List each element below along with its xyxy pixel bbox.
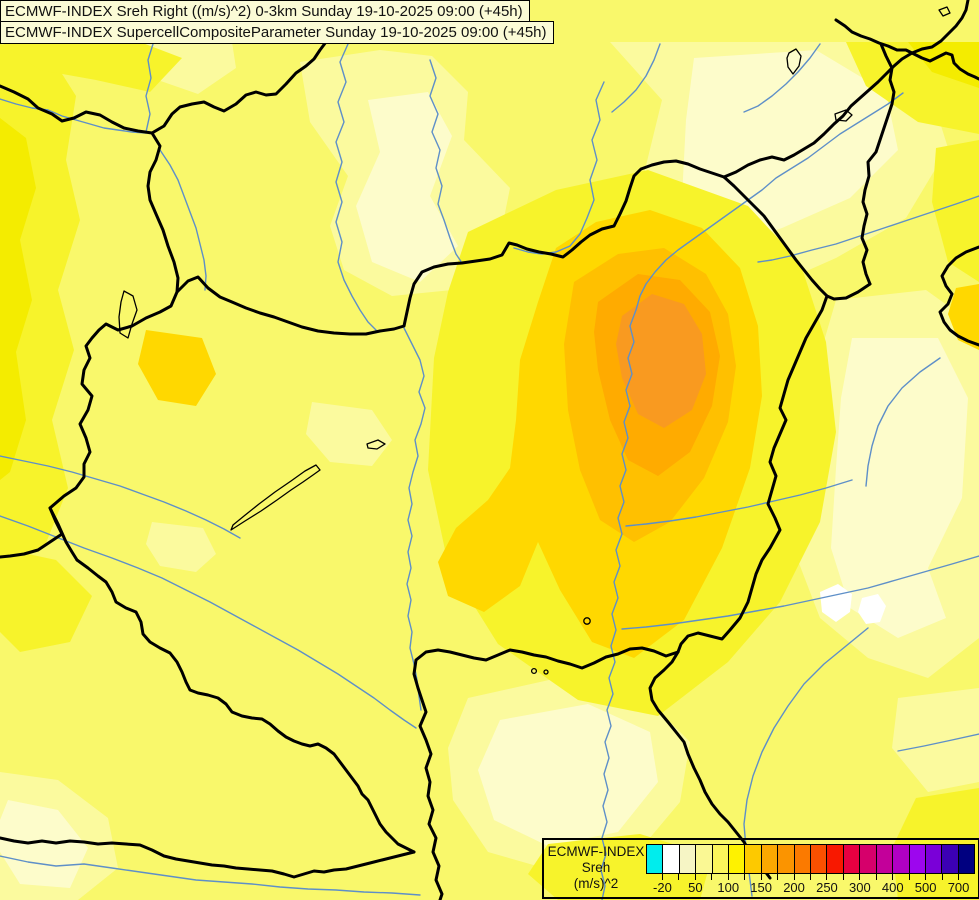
forecast-title-primary: ECMWF-INDEX Sreh Right ((m/s)^2) 0-3km S…	[0, 0, 530, 23]
legend-color-cell	[924, 844, 943, 874]
contour-fill-orange	[616, 294, 706, 428]
legend-tickmark	[875, 874, 877, 880]
legend-product-label: ECMWF-INDEX	[547, 844, 645, 859]
legend-tick-label: 100	[717, 880, 740, 895]
legend-color-cell	[908, 844, 926, 874]
legend-panel: ECMWF-INDEX Sreh (m/s)^2 -20 50 100 150 200 2…	[542, 838, 979, 899]
legend-color-cell	[646, 844, 664, 874]
legend-tick-label: -20	[653, 880, 672, 895]
legend-tickmark	[711, 874, 713, 880]
legend-tickmark	[958, 874, 960, 880]
small-lake	[530, 667, 538, 675]
legend-labels: ECMWF-INDEX Sreh (m/s)^2	[546, 844, 646, 892]
legend-tick-label: 50	[688, 880, 703, 895]
legend-tickmark	[727, 874, 729, 880]
legend-color-cell	[777, 844, 795, 874]
legend-color-cell	[695, 844, 713, 874]
legend-color-cell	[810, 844, 828, 874]
lake-outlines	[118, 6, 951, 675]
legend-tick-label: 250	[816, 880, 838, 895]
legend-ticks: -20 50 100 150 200 250 300 400 500 700	[646, 874, 975, 896]
legend-units-label: (m/s)^2	[573, 876, 619, 891]
legend-tickmark	[760, 874, 762, 880]
forecast-title-secondary: ECMWF-INDEX SupercellCompositeParameter …	[0, 21, 554, 44]
legend-parameter-label: Sreh	[581, 860, 611, 875]
legend-tickmark	[892, 874, 894, 880]
legend-tickmark	[842, 874, 844, 880]
legend-tickmark	[859, 874, 861, 880]
legend-tick-label: 300	[848, 880, 871, 895]
legend-colorbar	[646, 844, 976, 874]
small-lake	[543, 669, 549, 675]
legend-tickmark	[744, 874, 746, 880]
small-enclave	[786, 48, 802, 75]
legend-tickmark	[678, 874, 680, 880]
legend-tick-label: 400	[881, 880, 904, 895]
legend-color-cell	[859, 844, 877, 874]
contour-fill-vivid	[0, 42, 979, 480]
legend-color-cell	[793, 844, 812, 874]
legend-bar-wrap: -20 50 100 150 200 250 300 400 500 700	[646, 844, 976, 896]
legend-tickmark	[694, 874, 696, 880]
legend-tickmark	[661, 874, 663, 880]
legend-color-cell	[760, 844, 779, 874]
legend-tickmark	[793, 874, 795, 880]
legend-tickmark	[908, 874, 910, 880]
legend-color-cell	[678, 844, 697, 874]
small-enclave	[834, 109, 853, 122]
legend-color-cell	[875, 844, 894, 874]
legend-tick-label: 150	[750, 880, 772, 895]
legend-color-cell	[662, 844, 680, 874]
legend-tickmark	[810, 874, 811, 880]
contour-fill-cream	[0, 50, 968, 888]
legend-tick-label: 700	[947, 880, 970, 895]
legend-tick-label: 200	[783, 880, 805, 895]
legend-color-cell	[728, 844, 746, 874]
legend-color-cell	[941, 844, 959, 874]
small-enclave	[938, 6, 951, 17]
legend-tick-label: 500	[914, 880, 937, 895]
lake-neusiedl	[118, 290, 138, 339]
legend-color-cell	[826, 844, 844, 874]
lake-balaton	[230, 464, 321, 531]
legend-color-cell	[711, 844, 730, 874]
legend-tickmark	[941, 874, 943, 880]
legend-tickmark	[826, 874, 828, 880]
legend-tickmark	[777, 874, 779, 880]
legend-color-cell	[892, 844, 910, 874]
legend-color-cell	[744, 844, 762, 874]
legend-color-cell	[842, 844, 861, 874]
legend-tickmark	[925, 874, 927, 880]
lake-velence	[366, 439, 386, 450]
small-lake	[583, 617, 591, 625]
legend-color-cell	[957, 844, 976, 874]
